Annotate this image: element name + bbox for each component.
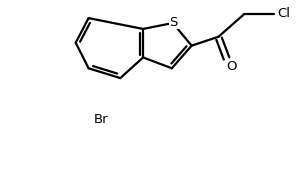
Text: Br: Br xyxy=(94,113,109,126)
Text: O: O xyxy=(226,60,237,73)
Text: S: S xyxy=(170,16,178,29)
Text: Cl: Cl xyxy=(277,7,290,20)
